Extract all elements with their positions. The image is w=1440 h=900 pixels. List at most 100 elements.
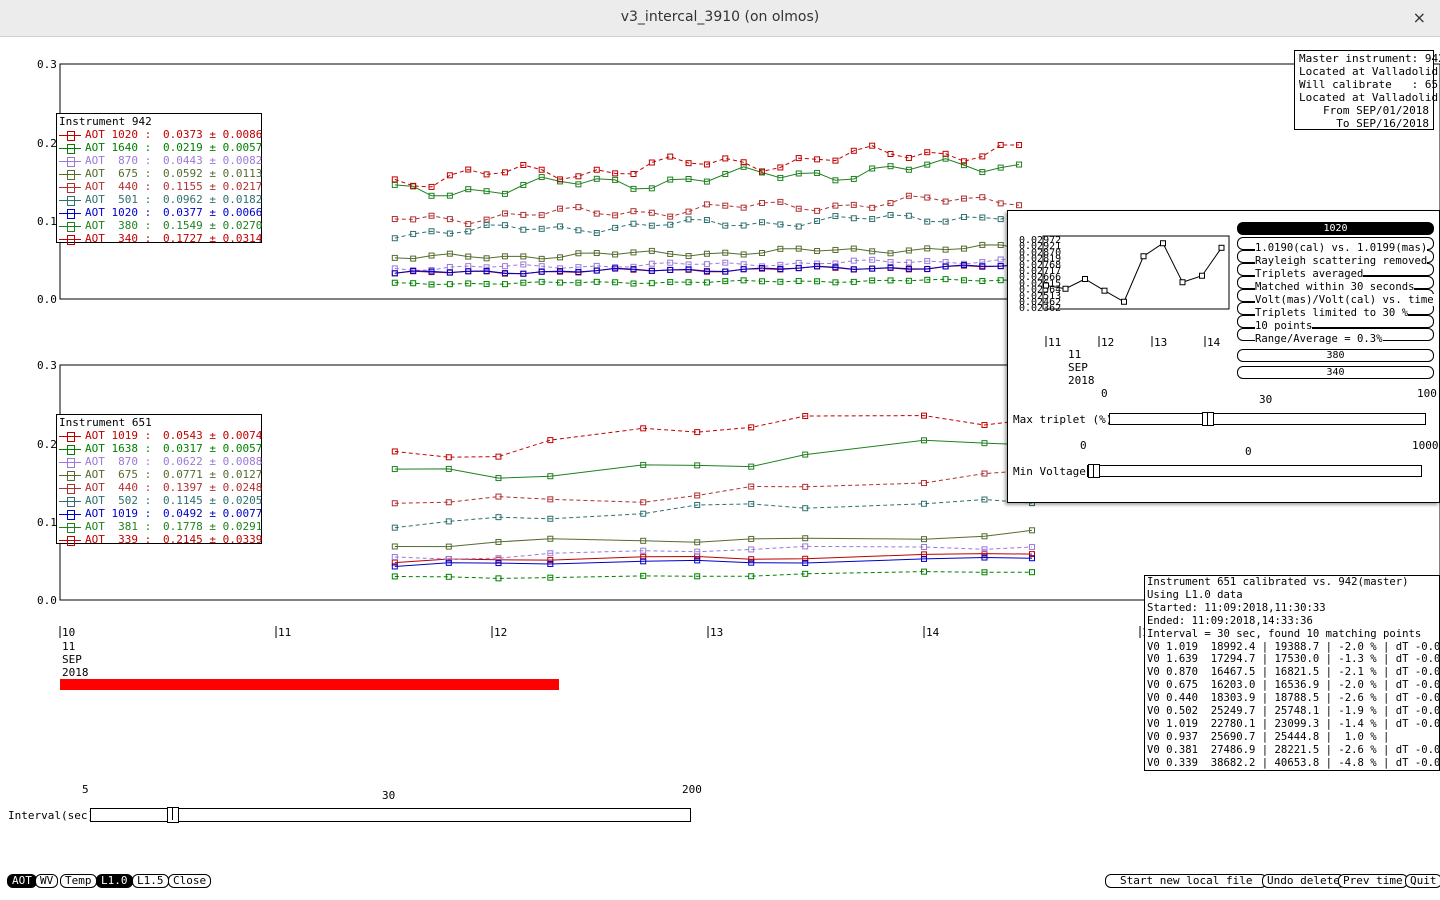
- series-point[interactable]: [501, 190, 508, 197]
- series-point[interactable]: [748, 573, 755, 580]
- series-point[interactable]: [391, 448, 398, 455]
- series-point[interactable]: [612, 212, 619, 219]
- series-point[interactable]: [802, 505, 809, 512]
- series-point[interactable]: [630, 280, 637, 287]
- series-point[interactable]: [942, 263, 949, 270]
- series-point[interactable]: [483, 280, 490, 287]
- series-point[interactable]: [795, 205, 802, 212]
- series-point[interactable]: [593, 250, 600, 257]
- temp-button[interactable]: Temp: [60, 874, 97, 888]
- series-point[interactable]: [802, 451, 809, 458]
- series-point[interactable]: [538, 278, 545, 285]
- start-new-local-file-button[interactable]: Start new local file: [1105, 874, 1268, 888]
- series-point[interactable]: [759, 168, 765, 175]
- series-point[interactable]: [410, 267, 417, 274]
- series-point[interactable]: [921, 480, 927, 487]
- series-point[interactable]: [814, 156, 821, 163]
- series-point[interactable]: [640, 558, 647, 565]
- series-point[interactable]: [557, 223, 564, 230]
- series-point[interactable]: [667, 176, 674, 183]
- series-point[interactable]: [960, 262, 967, 269]
- series-point[interactable]: [575, 227, 582, 234]
- series-point[interactable]: [979, 169, 986, 176]
- series-point[interactable]: [520, 253, 527, 260]
- selected-range-bar[interactable]: [60, 679, 559, 690]
- series-point[interactable]: [905, 166, 912, 173]
- series-point[interactable]: [703, 268, 710, 275]
- series-point[interactable]: [777, 164, 784, 171]
- series-point[interactable]: [520, 279, 527, 286]
- series-point[interactable]: [391, 524, 398, 531]
- series-point[interactable]: [391, 466, 398, 473]
- series-point[interactable]: [869, 265, 876, 272]
- series-point[interactable]: [759, 199, 765, 206]
- series-point[interactable]: [777, 221, 784, 228]
- series-point[interactable]: [1029, 555, 1035, 562]
- series-point[interactable]: [869, 216, 876, 223]
- series-point[interactable]: [648, 185, 655, 192]
- series-point[interactable]: [832, 260, 839, 267]
- series-point[interactable]: [465, 186, 472, 193]
- series-point[interactable]: [391, 254, 398, 261]
- series-point[interactable]: [979, 241, 986, 248]
- top-series-group[interactable]: [391, 142, 1023, 288]
- series-point[interactable]: [759, 249, 765, 256]
- series-point[interactable]: [694, 462, 701, 469]
- series-point[interactable]: [495, 560, 502, 567]
- series-point[interactable]: [547, 496, 554, 503]
- series-point[interactable]: [905, 265, 912, 272]
- series-point[interactable]: [748, 463, 755, 470]
- series-point[interactable]: [612, 170, 619, 177]
- series-line[interactable]: [391, 210, 1023, 242]
- series-point[interactable]: [960, 195, 967, 202]
- series-point[interactable]: [1016, 142, 1023, 149]
- series-point[interactable]: [445, 559, 452, 566]
- series-point[interactable]: [694, 539, 701, 546]
- series-line[interactable]: [391, 241, 1023, 262]
- series-point[interactable]: [924, 161, 931, 168]
- min-voltage-slider[interactable]: [1087, 464, 1422, 478]
- series-point[interactable]: [538, 263, 545, 270]
- series-point[interactable]: [921, 437, 927, 444]
- series-point[interactable]: [483, 188, 490, 195]
- series-point[interactable]: [410, 230, 417, 237]
- series-point[interactable]: [465, 280, 472, 287]
- undo-delete-button[interactable]: Undo delete: [1262, 874, 1345, 888]
- series-point[interactable]: [703, 161, 710, 168]
- series-point[interactable]: [520, 181, 527, 188]
- series-point[interactable]: [446, 281, 453, 288]
- series-point[interactable]: [924, 245, 931, 252]
- series-point[interactable]: [446, 172, 453, 179]
- series-point[interactable]: [850, 147, 857, 154]
- series-point[interactable]: [942, 150, 949, 157]
- series-point[interactable]: [997, 142, 1004, 149]
- series-point[interactable]: [428, 183, 435, 190]
- series-point[interactable]: [795, 265, 802, 272]
- series-point[interactable]: [850, 215, 857, 222]
- series-point[interactable]: [685, 216, 692, 223]
- series-point[interactable]: [667, 279, 674, 286]
- series-point[interactable]: [520, 162, 527, 169]
- series-point[interactable]: [795, 170, 802, 177]
- series-point[interactable]: [391, 500, 398, 507]
- series-point[interactable]: [612, 279, 619, 286]
- series-point[interactable]: [997, 263, 1004, 270]
- series-point[interactable]: [483, 171, 490, 178]
- series-point[interactable]: [997, 216, 1004, 223]
- series-point[interactable]: [981, 496, 988, 503]
- series-line[interactable]: [391, 554, 1035, 570]
- series-point[interactable]: [685, 253, 692, 260]
- series-point[interactable]: [428, 268, 435, 275]
- series-point[interactable]: [981, 569, 988, 576]
- series-point[interactable]: [814, 263, 821, 270]
- series-point[interactable]: [832, 157, 839, 164]
- series-point[interactable]: [575, 250, 582, 257]
- series-point[interactable]: [694, 557, 701, 564]
- series-point[interactable]: [630, 170, 637, 177]
- series-point[interactable]: [997, 200, 1004, 207]
- series-point[interactable]: [648, 209, 655, 216]
- wavelength-button-1020[interactable]: 1020: [1237, 222, 1434, 235]
- series-line[interactable]: [391, 467, 1035, 507]
- series-point[interactable]: [740, 277, 747, 284]
- series-point[interactable]: [979, 194, 986, 201]
